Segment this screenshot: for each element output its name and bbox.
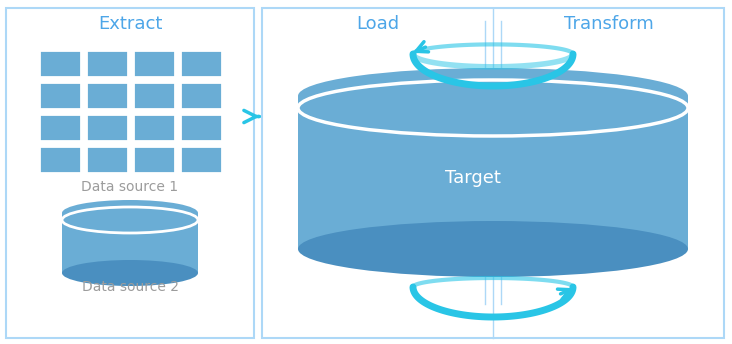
FancyBboxPatch shape	[6, 8, 254, 338]
Bar	[179, 146, 222, 173]
Bar	[39, 146, 81, 173]
Text: Load: Load	[356, 15, 399, 33]
Bar	[39, 82, 81, 109]
Bar	[298, 96, 688, 249]
Bar	[132, 114, 174, 141]
Bar	[179, 50, 222, 77]
Bar	[179, 114, 222, 141]
Bar	[39, 50, 81, 77]
Ellipse shape	[298, 221, 688, 277]
Bar	[86, 82, 127, 109]
Bar	[132, 146, 174, 173]
Ellipse shape	[298, 68, 688, 124]
Bar	[86, 114, 127, 141]
Bar	[179, 82, 222, 109]
Bar	[132, 50, 174, 77]
Text: Extract: Extract	[98, 15, 163, 33]
Bar	[39, 114, 81, 141]
Ellipse shape	[62, 260, 198, 286]
Bar	[86, 146, 127, 173]
FancyBboxPatch shape	[262, 8, 724, 338]
Text: Data source 1: Data source 1	[81, 180, 179, 194]
Ellipse shape	[62, 200, 198, 226]
Text: Transform: Transform	[564, 15, 654, 33]
Text: Target: Target	[445, 169, 501, 186]
Bar	[132, 82, 174, 109]
Text: Data source 2: Data source 2	[81, 280, 179, 294]
Bar	[62, 213, 198, 273]
Bar	[86, 50, 127, 77]
